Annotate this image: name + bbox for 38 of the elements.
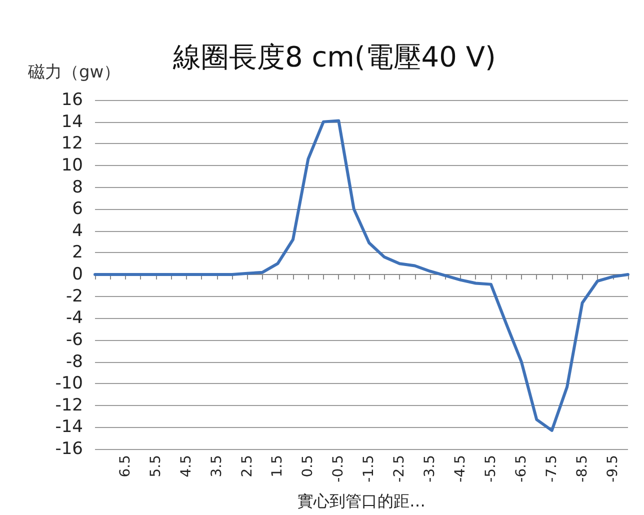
x-tick-label: -3.5: [422, 455, 438, 482]
x-tick-label: 4.5: [178, 455, 194, 478]
line-series: [94, 119, 630, 432]
y-tick-label: -12: [55, 395, 83, 416]
y-tick-label: 0: [72, 264, 83, 284]
y-tick-label: 12: [61, 134, 83, 154]
x-tick-label: -7.5: [544, 455, 560, 482]
y-tick-label: 8: [72, 177, 83, 198]
y-tick-label: 14: [61, 112, 83, 132]
x-tick-label: -6.5: [513, 455, 530, 482]
y-tick-label: 16: [61, 90, 83, 110]
x-tick-label: 2.5: [239, 455, 256, 478]
x-tick-label: -5.5: [482, 455, 499, 482]
y-tick-label: -14: [55, 417, 83, 438]
y-tick-label: -4: [66, 308, 83, 328]
x-tick-label: -2.5: [392, 455, 408, 482]
x-tick-label: -4.5: [452, 455, 468, 482]
y-tick-label: 2: [72, 242, 83, 263]
x-tick-label: 0.5: [300, 455, 316, 478]
x-axis-title: 實心到管口的距…: [298, 492, 426, 510]
y-tick-label: 10: [61, 155, 83, 176]
x-tick-label: 1.5: [270, 455, 286, 478]
x-tick-label: -0.5: [330, 455, 347, 482]
x-tick-label: -9.5: [604, 455, 621, 482]
chart-title: 線圈長度8 cm(電壓40 V): [172, 40, 496, 74]
y-tick-label: -2: [66, 286, 83, 306]
y-tick-label: 4: [72, 220, 83, 241]
x-tick-label: 5.5: [148, 455, 164, 478]
x-tick-label: 3.5: [208, 455, 225, 478]
y-tick-label: 6: [72, 199, 83, 220]
y-tick-label: -8: [66, 352, 83, 372]
x-tick-label: -8.5: [574, 455, 590, 482]
y-tick-label: -16: [55, 439, 83, 459]
y-tick-label: -10: [55, 374, 83, 394]
y-tick-label: -6: [66, 330, 83, 350]
y-axis-title: 磁力（gw）: [27, 62, 121, 82]
x-tick-label: 6.5: [117, 455, 134, 478]
x-tick-label: -1.5: [361, 455, 378, 482]
